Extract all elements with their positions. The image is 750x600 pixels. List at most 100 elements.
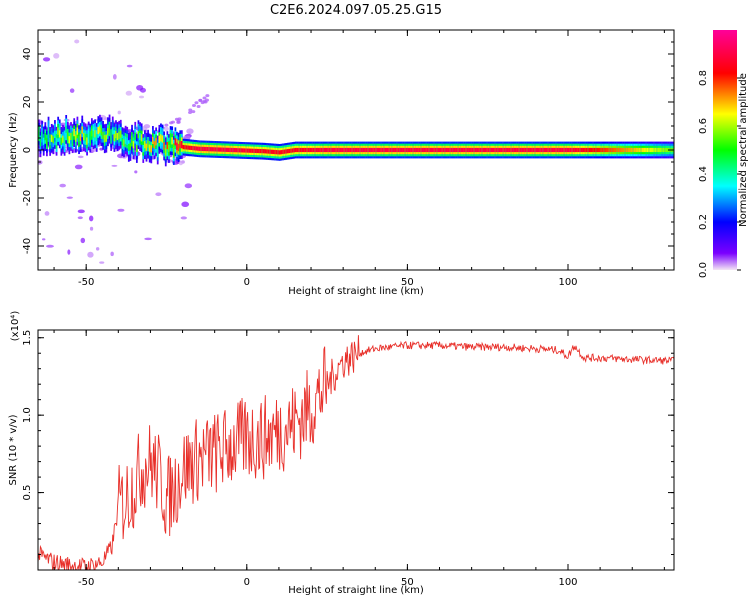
spectral-cell [503,147,506,153]
spectral-speckle [42,57,51,62]
spectral-cell [158,135,161,143]
spectral-cell [423,147,426,153]
spectral-speckle [112,74,117,80]
spectral-speckle [174,117,179,121]
spectral-cell [603,147,606,153]
spectral-cell [97,126,100,135]
spectral-cell [431,147,434,153]
spectral-speckle [110,251,114,257]
spectral-cell [327,147,329,153]
spectral-cell [619,147,622,153]
spectral-cell [79,133,82,142]
spectral-speckle [198,98,203,102]
spectral-cell [434,147,437,153]
spectral-cell [156,146,159,154]
spectral-cell [201,146,204,152]
spectral-cell [253,148,255,153]
spectral-cell [656,147,659,153]
spectral-cell [532,147,535,153]
spectral-cell [413,147,416,153]
spectral-cell [551,147,554,153]
spectral-speckle [202,96,207,100]
spectral-cell [243,148,246,153]
spectral-cell [569,147,572,153]
spectral-cell [46,138,48,146]
spectral-cell [489,147,492,153]
spectral-cell [502,147,504,153]
spectral-cell [320,147,323,153]
spectral-cell [193,146,196,151]
spectral-cell [428,147,431,153]
spectral-cell [200,146,202,151]
spectral-cell [582,147,585,153]
spectral-cell [540,147,543,153]
spectral-cell [487,147,490,153]
spectral-cell [637,147,639,153]
spectral-cell [55,137,58,145]
spectral-cell [462,147,464,153]
spectral-speckle [196,105,201,109]
spectral-cell [229,147,231,153]
spectral-cell [42,137,45,145]
spectral-cell [405,147,408,153]
spectral-cell [561,147,564,153]
spectral-cell [52,136,55,144]
spectral-cell [304,147,307,153]
spectral-speckle [53,52,60,59]
spectral-cell [81,126,84,134]
spectral-cell [463,147,466,153]
spectral-cell [466,147,469,153]
spectral-cell [458,147,461,153]
spectral-cell [87,132,90,140]
spectral-cell [468,147,471,153]
snr-multiplier: (x10⁴) [10,311,21,342]
spectral-cell [312,147,315,153]
spectral-cell [579,147,582,153]
spectral-cell [471,147,474,153]
spectral-cell [230,147,233,153]
chart-title: C2E6.2024.097.05.25.G15 [270,3,442,18]
spectral-speckle [45,244,54,248]
spectral-cell [331,147,334,153]
spectral-speckle [180,216,188,220]
spectral-cell [179,141,182,149]
spectral-cell [288,148,291,154]
spectral-cell [140,134,143,142]
colorbar-label: Normalized spectral amplitude [738,73,749,227]
spectral-cell [598,147,601,153]
spectral-cell [604,147,607,153]
snr-x-tick-label: 0 [244,577,250,588]
spectral-cell [192,146,194,151]
spectral-cell [425,147,427,153]
spectral-speckle [44,211,50,216]
spectral-cell [116,132,119,141]
spectral-speckle [66,196,73,199]
spectral-cell [221,147,223,152]
spectral-speckle [111,164,118,167]
colorbar-tick-label: 0.0 [698,262,709,278]
spectral-cell [174,138,177,146]
spectral-cell [185,145,188,150]
spectral-speckle [41,238,46,241]
spectral-cell [665,147,668,153]
spectral-cell [330,147,333,153]
spectral-cell [198,146,201,151]
spectral-cell [225,147,228,152]
spectrogram-y-tick-label: -20 [22,190,33,206]
spectral-cell [608,147,610,153]
spectral-speckle [99,261,105,264]
spectral-cell [592,147,594,153]
spectral-cell [505,147,508,153]
spectral-cell [89,134,92,142]
spectral-cell [577,147,580,153]
spectral-cell [433,147,435,153]
spectral-cell [150,145,153,153]
spectral-cell [548,147,551,153]
spectral-cell [625,147,628,153]
spectral-cell [632,147,635,153]
snr-series-line [38,335,674,570]
spectral-cell [590,147,593,153]
spectral-speckle [183,135,191,140]
spectral-cell [144,141,146,149]
spectral-cell [164,148,167,156]
